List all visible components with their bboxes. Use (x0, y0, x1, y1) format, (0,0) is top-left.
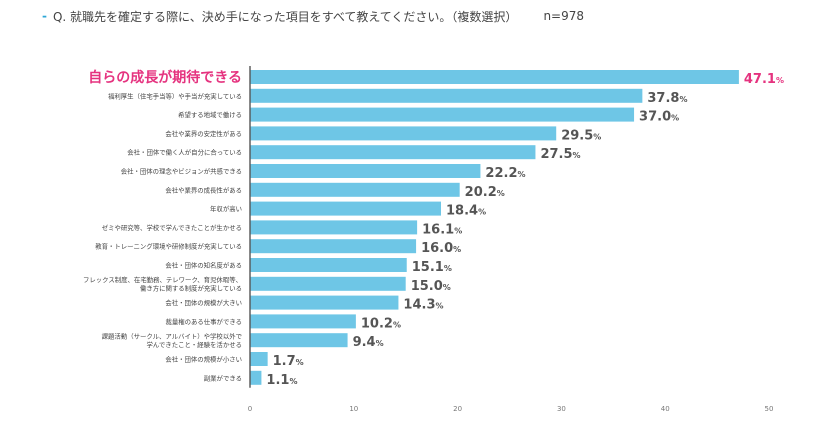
category-label: 希望する地域で働ける (178, 110, 242, 119)
category-label: 副業ができる (204, 373, 242, 382)
category-label: ゼミや研究等、学校で学んできたことが生かせる (102, 223, 242, 232)
value-label: 10.2% (361, 316, 401, 331)
sample-size: n=978 (543, 9, 585, 23)
category-labels-layer: 自らの成長が期待できる福利厚生（住宅手当等）や手当が充実している希望する地域で働… (83, 69, 242, 382)
x-axis-ticks-layer: 0 10 20 30 40 50 (248, 405, 774, 413)
bar (250, 164, 481, 178)
bar (250, 145, 536, 160)
bar (250, 88, 643, 103)
x-tick-label: 10 (349, 405, 358, 413)
value-label: 27.5% (540, 147, 580, 162)
value-label: 18.4% (446, 204, 486, 219)
category-label: 福利厚生（住宅手当等）や手当が充実している (108, 91, 242, 100)
value-label: 14.3% (403, 298, 443, 313)
value-label: 20.2% (465, 185, 505, 200)
category-label: 会社や業界の成長性がある (165, 185, 242, 194)
bar (250, 70, 739, 84)
x-tick-label: 0 (248, 405, 252, 413)
question-text: Q. 就職先を確定する際に、決め手になった項目をすべて教えてください。（複数選択… (52, 9, 518, 24)
category-label: 会社・団体の知名度がある (165, 261, 242, 270)
question-marker: - (42, 9, 47, 23)
category-label: 課題活動（サークル、アルバイト）や学校以外で学んできたこと・経験を活かせる (102, 331, 242, 349)
question-header: - Q. 就職先を確定する際に、決め手になった項目をすべて教えてください。（複数… (42, 7, 584, 25)
value-label: 47.1% (744, 72, 784, 87)
category-label: 会社・団体で働く人が自分に合っている (127, 148, 242, 157)
bar (250, 126, 557, 141)
value-label: 16.1% (422, 222, 462, 237)
category-label: 会社・団体の規模が大きい (165, 298, 242, 307)
x-tick-label: 20 (453, 405, 462, 413)
value-label: 37.0% (639, 110, 679, 125)
bar (250, 107, 635, 122)
bar (250, 258, 407, 272)
value-label: 9.4% (353, 335, 384, 350)
bar (250, 333, 348, 348)
value-label: 1.1% (266, 373, 297, 388)
category-label-highlight: 自らの成長が期待できる (88, 69, 242, 86)
value-label: 15.1% (412, 260, 452, 275)
value-label: 15.0% (411, 279, 451, 294)
bar (250, 201, 441, 216)
bar (250, 314, 356, 329)
value-label: 16.0% (421, 241, 461, 256)
bar (250, 239, 417, 254)
bar (250, 220, 418, 235)
bars-layer (250, 70, 739, 385)
category-label: 会社・団体の規模が小さい (165, 355, 242, 364)
bar (250, 370, 262, 385)
bar (250, 276, 406, 291)
x-tick-label: 30 (557, 405, 566, 413)
x-tick-label: 50 (765, 405, 774, 413)
value-label: 29.5% (561, 128, 601, 143)
x-tick-label: 40 (661, 405, 670, 413)
bar (250, 182, 460, 197)
category-label: 会社・団体の理念やビジョンが共感できる (121, 167, 242, 176)
category-label: 裁量権のある仕事ができる (165, 317, 242, 326)
category-label: 年収が高い (210, 204, 242, 213)
category-label: 会社や業界の安定性がある (165, 129, 242, 138)
value-label: 1.7% (273, 354, 304, 369)
category-label: フレックス制度、在宅勤務、テレワーク、育児休暇等、働き方に関する制度が充実してい… (83, 275, 242, 293)
value-labels-layer: 47.1% 37.8% 37.0% 29.5% 27.5% 22.2% 20.2% 18.4%… (266, 72, 784, 388)
bar (250, 352, 268, 366)
value-label: 22.2% (485, 166, 525, 181)
category-label: 教育・トレーニング環境や研修制度が充実している (95, 242, 242, 251)
value-label: 37.8% (647, 91, 687, 106)
bar (250, 295, 399, 310)
